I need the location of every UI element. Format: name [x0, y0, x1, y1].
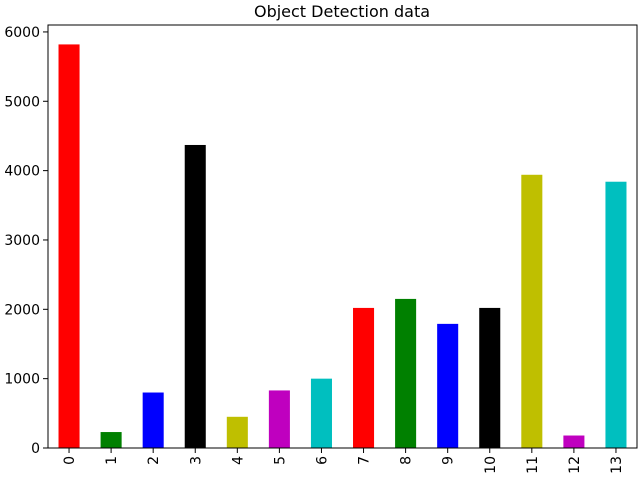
x-tick-label: 5: [272, 456, 288, 465]
bar-2: [142, 392, 164, 448]
bar-0: [58, 44, 80, 449]
bar-5: [268, 390, 290, 448]
x-tick-label: 12: [567, 456, 583, 474]
x-tick-label: 1: [104, 456, 120, 465]
x-tick-label: 8: [399, 456, 415, 465]
x-tick-label: 6: [314, 456, 330, 465]
y-tick-label: 6000: [4, 25, 40, 41]
y-axis: 0 1000 2000 3000 4000 5000 6000: [4, 25, 48, 457]
bar-10: [479, 307, 501, 448]
chart-title: Object Detection data: [254, 2, 430, 21]
plot-frame: [47, 24, 638, 449]
bar-1: [100, 432, 122, 448]
y-tick-label: 0: [31, 441, 40, 457]
bar-13: [605, 181, 627, 448]
bar-7: [353, 307, 375, 448]
y-tick-label: 1000: [4, 372, 40, 388]
bar-11: [521, 174, 543, 448]
x-tick-label: 9: [441, 456, 457, 465]
bar-9: [437, 323, 459, 448]
bar-6: [310, 378, 332, 448]
x-tick-label: 4: [230, 456, 246, 465]
x-tick-label: 13: [609, 456, 625, 474]
bars-group: [58, 44, 627, 449]
bar-12: [563, 435, 585, 448]
y-tick-label: 3000: [4, 233, 40, 249]
x-tick-label: 10: [483, 456, 499, 474]
x-tick-label: 7: [357, 456, 373, 465]
bar-8: [395, 298, 417, 448]
bar-4: [226, 416, 248, 448]
y-tick-label: 2000: [4, 302, 40, 318]
x-tick-label: 3: [188, 456, 204, 465]
x-tick-label: 0: [62, 456, 78, 465]
x-tick-label: 11: [525, 456, 541, 474]
x-axis: 0 1 2 3 4 5 6 7 8 9 10 11 12 13: [62, 448, 625, 474]
y-tick-label: 5000: [4, 94, 40, 110]
y-tick-label: 4000: [4, 164, 40, 180]
x-tick-label: 2: [146, 456, 162, 465]
bar-3: [184, 144, 206, 448]
